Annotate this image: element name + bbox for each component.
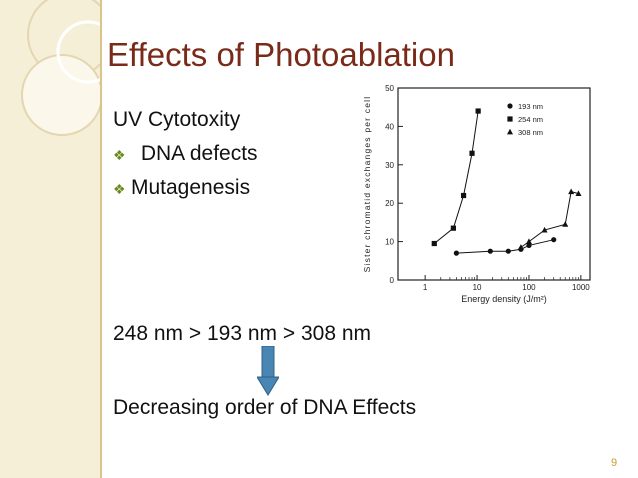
bullet-text: Mutagenesis	[131, 176, 251, 199]
data-point-308nm	[507, 128, 513, 135]
data-point-308nm	[562, 221, 569, 227]
bullet-text: DNA defects	[135, 142, 258, 165]
wavelength-order: 248 nm > 193 nm > 308 nm	[113, 322, 371, 345]
x-axis-label: Energy density (J/m²)	[461, 294, 547, 304]
data-point-254nm	[450, 225, 456, 231]
data-point-193nm	[551, 237, 557, 243]
legend-label: 193 nm	[518, 102, 543, 111]
page-number: 9	[611, 457, 618, 469]
y-tick-label: 40	[385, 122, 394, 131]
y-tick-label: 0	[390, 276, 395, 285]
legend-label: 254 nm	[518, 115, 543, 124]
data-point-254nm	[431, 240, 437, 247]
band-divider	[100, 0, 102, 478]
y-tick-label: 20	[385, 199, 394, 208]
series-line	[520, 191, 579, 248]
x-tick-label: 1	[423, 283, 428, 292]
data-point-254nm	[460, 192, 467, 199]
x-tick-label: 10	[473, 283, 482, 292]
sce-chart: 0 10 20 30 40 50 1 10 100 1000 Energy density (J/m…	[362, 84, 591, 304]
decorative-circles	[21, 0, 100, 136]
diamond-bullet-icon: ❖	[113, 147, 126, 163]
plot-frame	[397, 87, 591, 281]
y-tick-label: 10	[385, 238, 394, 247]
data-point-254nm	[469, 150, 475, 156]
y-axis-label: Sister chromatid exchanges per cell	[362, 96, 372, 273]
data-point-308nm	[568, 188, 575, 195]
series-line	[456, 239, 554, 254]
conclusion-line: Decreasing order of DNA Effects	[113, 396, 417, 419]
y-tick-label: 30	[385, 161, 394, 170]
legend-label: 308 nm	[518, 128, 543, 137]
data-point-308nm	[525, 238, 532, 244]
data-point-193nm	[526, 242, 532, 249]
slide-title: Effects of Photoablation	[107, 36, 455, 73]
data-point-308nm	[517, 244, 524, 250]
data-point-193nm	[505, 248, 511, 254]
series-line	[433, 110, 479, 244]
data-point-308nm	[541, 226, 548, 233]
bullet-item: ❖ DNA defects	[113, 142, 258, 166]
x-tick-label: 100	[522, 283, 536, 292]
cytotoxicity-line: UV Cytotoxity	[113, 108, 241, 131]
data-point-193nm	[507, 103, 513, 109]
data-point-308nm	[575, 190, 582, 196]
data-point-193nm	[453, 250, 459, 256]
data-point-254nm	[475, 108, 481, 114]
data-point-193nm	[487, 248, 493, 254]
x-tick-label: 1000	[572, 283, 590, 292]
down-arrow-icon	[257, 346, 279, 396]
bullet-item: ❖ Mutagenesis	[113, 176, 250, 200]
diamond-bullet-icon: ❖	[113, 181, 126, 197]
y-tick-label: 50	[385, 84, 394, 93]
data-point-254nm	[507, 116, 513, 122]
